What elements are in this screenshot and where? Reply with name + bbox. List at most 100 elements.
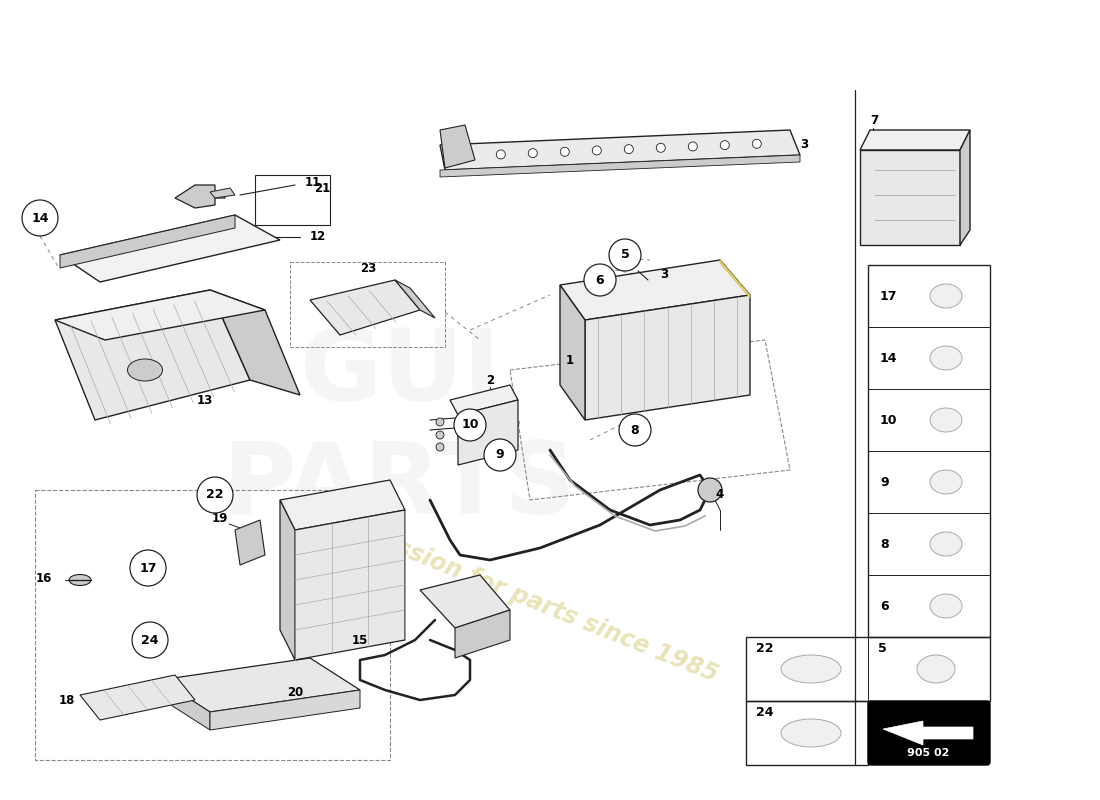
- Text: 5: 5: [878, 642, 887, 655]
- Text: 22: 22: [207, 489, 223, 502]
- Polygon shape: [280, 500, 295, 660]
- Polygon shape: [210, 690, 360, 730]
- Ellipse shape: [917, 655, 955, 683]
- Polygon shape: [310, 280, 420, 335]
- Circle shape: [698, 478, 722, 502]
- Circle shape: [436, 418, 444, 426]
- Text: 16: 16: [35, 571, 52, 585]
- Ellipse shape: [128, 359, 163, 381]
- Text: 6: 6: [880, 599, 889, 613]
- FancyBboxPatch shape: [868, 701, 990, 765]
- Text: 21: 21: [314, 182, 330, 194]
- Ellipse shape: [781, 719, 842, 747]
- Polygon shape: [235, 520, 265, 565]
- Circle shape: [454, 409, 486, 441]
- Text: 10: 10: [461, 418, 478, 431]
- Text: 5: 5: [620, 249, 629, 262]
- Polygon shape: [420, 575, 510, 628]
- Bar: [746, 701, 868, 765]
- Text: 24: 24: [756, 706, 773, 719]
- Polygon shape: [175, 185, 226, 208]
- Text: 14: 14: [31, 211, 48, 225]
- Bar: [255, 175, 330, 225]
- Ellipse shape: [69, 574, 91, 586]
- Text: 23: 23: [360, 262, 376, 274]
- Polygon shape: [60, 215, 235, 268]
- Ellipse shape: [930, 594, 962, 618]
- Circle shape: [464, 151, 473, 160]
- Circle shape: [22, 200, 58, 236]
- Ellipse shape: [781, 655, 842, 683]
- Polygon shape: [80, 675, 195, 720]
- Text: 8: 8: [630, 423, 639, 437]
- Circle shape: [132, 622, 168, 658]
- Text: 4: 4: [715, 489, 724, 502]
- Text: 2: 2: [486, 374, 494, 386]
- Text: 6: 6: [596, 274, 604, 286]
- Ellipse shape: [930, 470, 962, 494]
- Circle shape: [609, 239, 641, 271]
- Polygon shape: [55, 290, 250, 420]
- Text: 20: 20: [287, 686, 304, 698]
- Text: 12: 12: [310, 230, 327, 243]
- Text: a passion for parts since 1985: a passion for parts since 1985: [339, 514, 722, 686]
- Text: 18: 18: [58, 694, 75, 706]
- Text: 15: 15: [352, 634, 368, 646]
- Polygon shape: [395, 280, 434, 318]
- Text: 11: 11: [305, 177, 321, 190]
- Polygon shape: [560, 260, 750, 320]
- Polygon shape: [458, 400, 518, 465]
- Circle shape: [528, 149, 537, 158]
- Polygon shape: [720, 260, 750, 298]
- Polygon shape: [280, 480, 405, 530]
- Circle shape: [657, 143, 665, 152]
- Text: 22: 22: [756, 642, 773, 655]
- Circle shape: [625, 145, 634, 154]
- Circle shape: [720, 141, 729, 150]
- Polygon shape: [55, 290, 265, 340]
- Polygon shape: [440, 155, 800, 177]
- Polygon shape: [860, 150, 960, 245]
- Text: 24: 24: [141, 634, 158, 646]
- Text: 19: 19: [212, 511, 228, 525]
- Ellipse shape: [930, 346, 962, 370]
- Circle shape: [689, 142, 697, 151]
- Ellipse shape: [930, 284, 962, 308]
- Polygon shape: [60, 215, 280, 282]
- Circle shape: [496, 150, 505, 159]
- Text: 905 02: 905 02: [906, 748, 949, 758]
- Text: 3: 3: [800, 138, 808, 151]
- Polygon shape: [560, 285, 585, 420]
- Polygon shape: [440, 130, 800, 170]
- Text: 14: 14: [880, 351, 898, 365]
- Text: 3: 3: [660, 269, 668, 282]
- Text: 13: 13: [197, 394, 213, 406]
- Bar: [868, 265, 990, 637]
- Polygon shape: [860, 130, 970, 150]
- Circle shape: [436, 431, 444, 439]
- Bar: [746, 637, 990, 701]
- Bar: [35, 490, 390, 760]
- Polygon shape: [585, 295, 750, 420]
- Text: 10: 10: [880, 414, 898, 426]
- Text: 17: 17: [140, 562, 156, 574]
- Text: 8: 8: [880, 538, 889, 550]
- Circle shape: [197, 477, 233, 513]
- Polygon shape: [210, 290, 300, 395]
- Circle shape: [484, 439, 516, 471]
- Circle shape: [592, 146, 602, 155]
- Polygon shape: [160, 658, 360, 712]
- Ellipse shape: [930, 532, 962, 556]
- Polygon shape: [450, 385, 518, 415]
- Text: 1: 1: [565, 354, 574, 366]
- Text: 9: 9: [496, 449, 504, 462]
- Text: GUI
PARTS: GUI PARTS: [223, 326, 578, 534]
- Circle shape: [752, 139, 761, 148]
- Polygon shape: [210, 188, 235, 198]
- Polygon shape: [440, 125, 475, 168]
- Circle shape: [560, 147, 570, 156]
- Bar: [290, 262, 446, 347]
- Text: 17: 17: [880, 290, 898, 302]
- Text: 7: 7: [870, 114, 878, 126]
- Polygon shape: [160, 680, 210, 730]
